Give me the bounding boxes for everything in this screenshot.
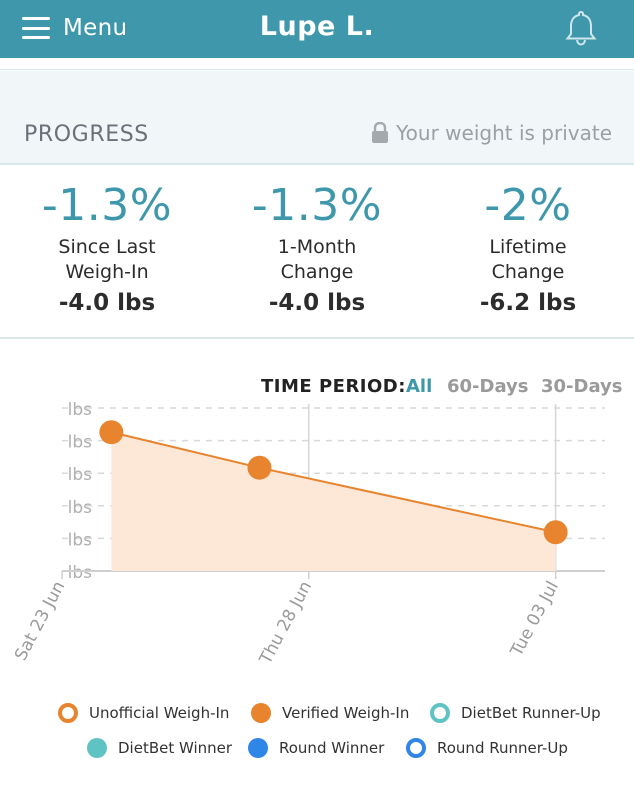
time-period-all[interactable]: All (406, 376, 433, 397)
legend-label: Verified Weigh-In (282, 704, 410, 722)
header-spacer (0, 58, 634, 70)
stat-lbs: -6.2 lbs (479, 290, 577, 316)
stat-label-line2: Weigh-In (65, 261, 149, 283)
privacy-notice: Your weight is private (371, 121, 612, 145)
y-tick-label: lbs (68, 433, 93, 453)
legend-label: Round Runner-Up (437, 739, 568, 757)
data-point (543, 520, 568, 545)
y-tick-label: lbs (68, 563, 93, 583)
progress-title: PROGRESS (24, 122, 149, 147)
x-tick-label: Sat 23 Jun (11, 578, 69, 664)
legend-marker (251, 703, 271, 723)
legend-marker (58, 703, 78, 723)
hamburger-icon (22, 17, 50, 39)
legend-item-dietbet-runner-up: DietBet Runner-Up (430, 703, 601, 723)
legend-item-round-winner: Round Winner (248, 738, 384, 758)
data-point (99, 420, 124, 445)
y-tick-label: lbs (68, 465, 93, 485)
progress-header: PROGRESS Your weight is private (0, 71, 634, 165)
stat-percent: -1.3% (41, 180, 173, 231)
x-tick-label: Tue 03 Jul (506, 578, 563, 661)
top-nav-bar: Menu Lupe L. (0, 0, 634, 58)
y-tick-label: lbs (68, 530, 93, 550)
stat-lbs: -4.0 lbs (58, 290, 156, 316)
legend-label: DietBet Runner-Up (461, 704, 601, 722)
legend-label: Unofficial Weigh-In (89, 704, 230, 722)
privacy-text: Your weight is private (396, 121, 612, 145)
legend-item-verified: Verified Weigh-In (251, 703, 409, 723)
series-area (111, 432, 556, 571)
legend-label: Round Winner (279, 739, 385, 757)
stat-label-line1: Since Last (58, 236, 156, 258)
legend-item-unofficial: Unofficial Weigh-In (58, 703, 229, 723)
y-tick-label: lbs (68, 498, 93, 518)
x-tick-label: Thu 28 Jun (255, 578, 316, 669)
stats-panel: -1.3% Since Last Weigh-In -4.0 lbs -1.3%… (0, 167, 634, 339)
stat-label-line2: Change (491, 261, 565, 283)
menu-label: Menu (63, 15, 128, 41)
legend-item-dietbet-winner: DietBet Winner (87, 738, 232, 758)
legend-marker (430, 703, 450, 723)
time-period-selector: TIME PERIOD: All 60-Days 30-Days (0, 376, 634, 402)
menu-button[interactable]: Menu (22, 12, 127, 44)
page-title: Lupe L. (259, 11, 375, 42)
time-period-30-days[interactable]: 30-Days (541, 376, 623, 397)
stat-since-last: -1.3% Since Last Weigh-In -4.0 lbs (7, 180, 207, 317)
chart-legend: Unofficial Weigh-In Verified Weigh-In Di… (0, 698, 634, 768)
stat-label-line1: 1-Month (277, 236, 357, 258)
lock-icon (372, 122, 389, 143)
legend-item-round-runner-up: Round Runner-Up (406, 738, 568, 758)
y-tick-label: lbs (68, 400, 93, 420)
legend-marker (406, 738, 426, 758)
stat-label-line1: Lifetime (489, 236, 567, 258)
time-period-label: TIME PERIOD: (261, 376, 406, 397)
stat-lbs: -4.0 lbs (268, 290, 366, 316)
stat-one-month: -1.3% 1-Month Change -4.0 lbs (217, 180, 417, 317)
stat-percent: -1.3% (251, 180, 383, 231)
bell-icon[interactable] (563, 9, 599, 47)
time-period-60-days[interactable]: 60-Days (447, 376, 529, 397)
stat-lifetime: -2% Lifetime Change -6.2 lbs (428, 180, 628, 317)
stat-percent: -2% (484, 180, 572, 231)
stat-label-line2: Change (280, 261, 354, 283)
legend-label: DietBet Winner (118, 739, 233, 757)
legend-marker (248, 738, 268, 758)
legend-marker (87, 738, 107, 758)
data-point (247, 455, 272, 480)
